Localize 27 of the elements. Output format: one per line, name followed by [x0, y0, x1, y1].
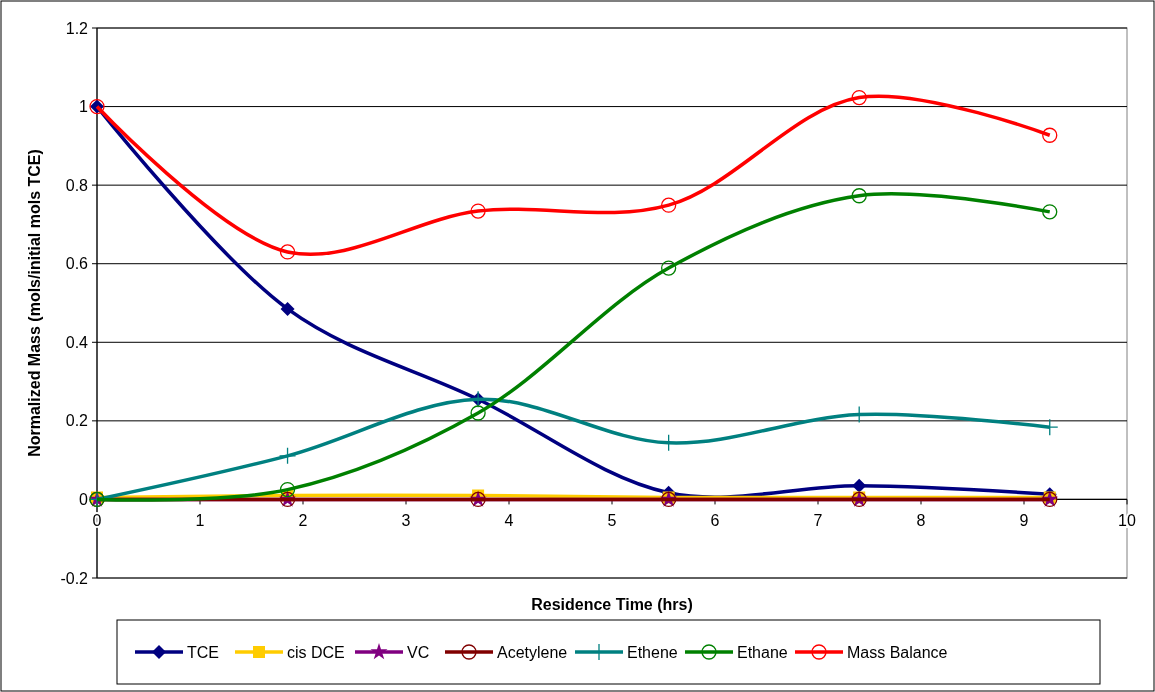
x-tick-label: 6 — [710, 512, 720, 530]
legend-label: Ethene — [627, 643, 678, 661]
legend-label: cis DCE — [287, 643, 345, 661]
x-tick-label: 8 — [916, 512, 926, 530]
x-axis-title: Residence Time (hrs) — [531, 596, 693, 613]
y-tick-label: 0.2 — [65, 412, 89, 430]
x-tick-label: 2 — [298, 512, 308, 530]
legend-label: Mass Balance — [847, 643, 948, 661]
legend-label: VC — [407, 643, 430, 661]
y-tick-label: 0 — [79, 491, 89, 509]
x-tick-label: 7 — [813, 512, 823, 530]
legend-label: Ethane — [737, 643, 788, 661]
y-tick-label: 1.2 — [65, 19, 89, 37]
y-tick-label: 0.8 — [65, 176, 89, 194]
x-tick-label: 4 — [504, 512, 514, 530]
x-tick-label: 5 — [607, 512, 617, 530]
y-tick-label: 1 — [79, 98, 89, 116]
y-tick-label: 0.4 — [65, 333, 89, 351]
y-axis-title: Normalized Mass (mols/initial mols TCE) — [26, 149, 43, 457]
legend-label: TCE — [187, 643, 219, 661]
x-tick-label: 10 — [1118, 512, 1136, 530]
x-tick-label: 9 — [1019, 512, 1029, 530]
y-tick-label: 0.6 — [65, 255, 89, 273]
y-tick-label: -0.2 — [60, 569, 89, 587]
x-tick-label: 1 — [195, 512, 205, 530]
legend-label: Acetylene — [497, 643, 568, 661]
x-tick-label: 3 — [401, 512, 411, 530]
